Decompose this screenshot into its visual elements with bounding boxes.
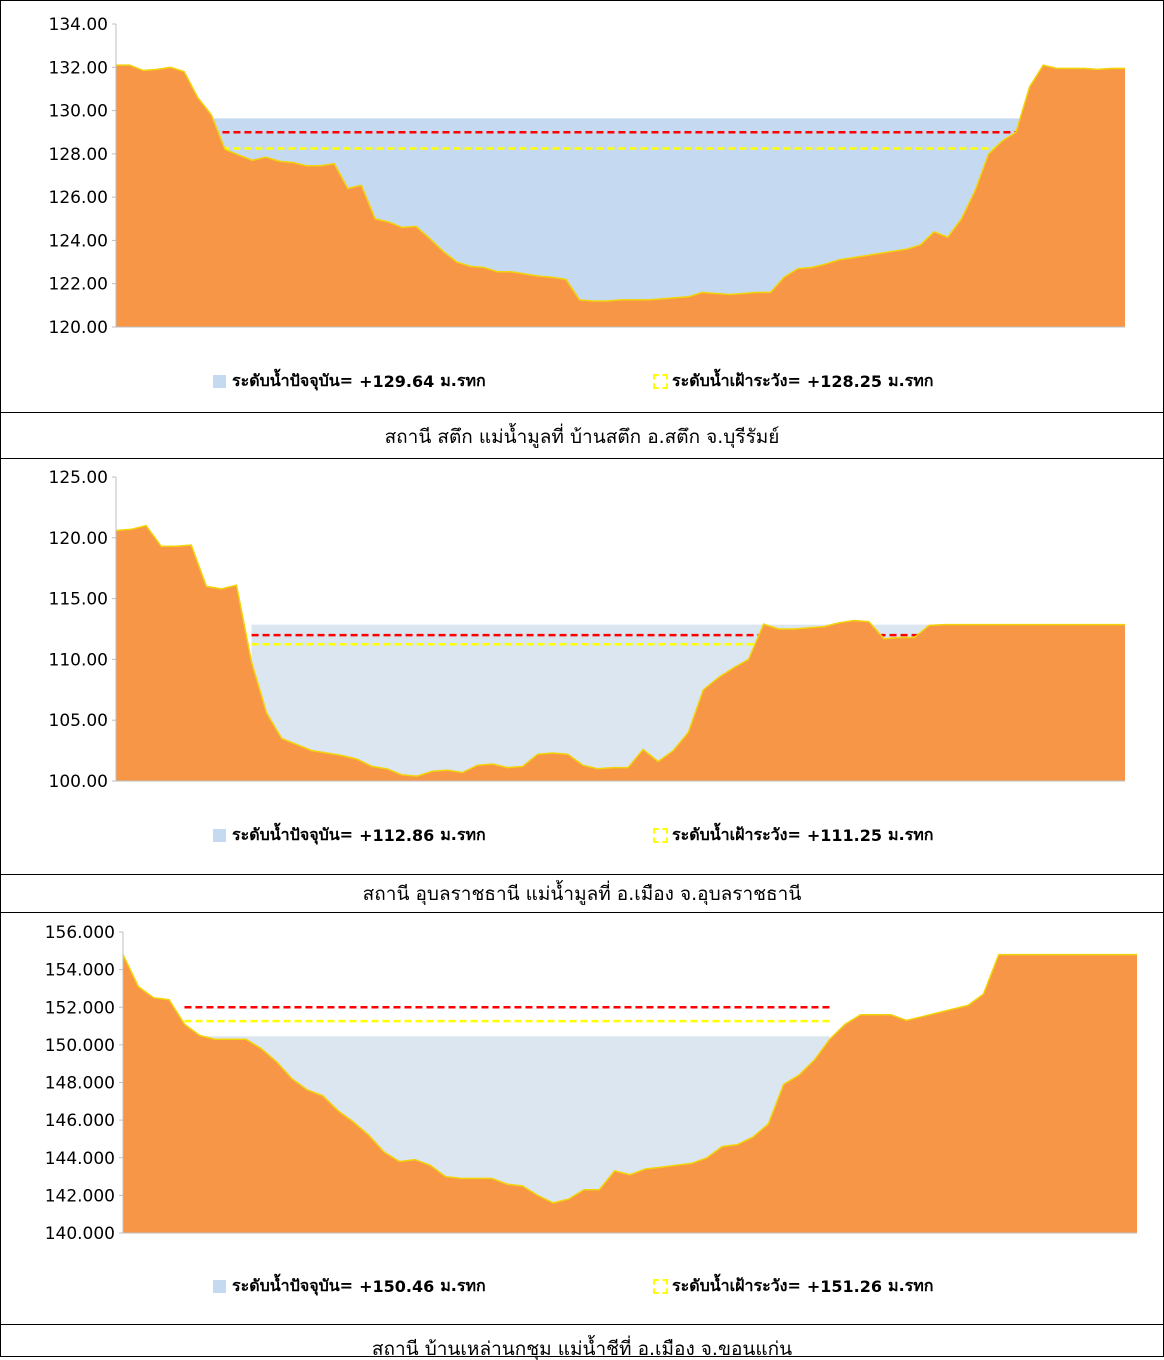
chart-area-2: 100.00 105.00 110.00 115.00 120.00 125.00 ระด… (1, 459, 1163, 875)
station-caption-3: สถานี บ้านเหล่านกชุม แม่น้ำชีที่ อ.เมือง… (371, 1338, 793, 1360)
y-tick-label: 120.00 (49, 318, 108, 338)
y-tick-label: 128.00 (49, 145, 108, 165)
y-tick-label: 125.00 (49, 468, 108, 488)
ground-profile (116, 525, 1125, 781)
legend-watch-level-3: ระดับน้ำเฝ้าระวัง= +151.26 ม.รทก (653, 1274, 933, 1299)
watch-level-label: ระดับน้ำเฝ้าระวัง= (672, 371, 801, 390)
y-tick-label: 122.00 (49, 275, 108, 295)
watch-level-value: +151.26 (806, 1277, 883, 1296)
y-tick-label: 150.000 (45, 1036, 115, 1056)
y-tick-label: 148.000 (45, 1074, 115, 1094)
cross-section-chart-3: 140.000 142.000 144.000 146.000 148.000 150.0… (45, 923, 1137, 1244)
ground-profile (123, 954, 1137, 1233)
y-tick-label: 124.00 (49, 231, 108, 251)
current-level-label: ระดับน้ำปัจจุบัน= (232, 1276, 354, 1295)
y-tick-label: 126.00 (49, 188, 108, 208)
watch-level-swatch-icon (653, 374, 668, 389)
chart-area-3: 140.000 142.000 144.000 146.000 148.000 150.0… (1, 913, 1163, 1325)
current-level-value: +150.46 (359, 1277, 435, 1296)
legend-1: ระดับน้ำปัจจุบัน= +129.64 ม.รทก ระดับน้ำ… (1, 369, 1163, 395)
y-tick-label: 140.000 (45, 1224, 115, 1244)
watch-level-swatch-icon (653, 1279, 668, 1294)
y-tick-label: 142.000 (45, 1186, 115, 1206)
current-level-unit: ม.รทก (440, 371, 486, 390)
legend-3: ระดับน้ำปัจจุบัน= +150.46 ม.รทก ระดับน้ำ… (1, 1274, 1163, 1300)
current-level-value: +112.86 (359, 826, 435, 845)
legend-current-level-3: ระดับน้ำปัจจุบัน= +150.46 ม.รทก (213, 1274, 486, 1299)
legend-watch-level-1: ระดับน้ำเฝ้าระวัง= +128.25 ม.รทก (653, 369, 933, 394)
station-panel-2: 100.00 105.00 110.00 115.00 120.00 125.00 ระด… (0, 458, 1164, 913)
cross-section-chart-1: 120.00 122.00 124.00 126.00 128.00 130.00 132.… (49, 15, 1125, 338)
current-level-unit: ม.รทก (440, 1276, 486, 1295)
station-caption-1: สถานี สตึก แม่น้ำมูลที่ บ้านสตึก อ.สตึก … (384, 426, 780, 448)
y-tick-label: 134.00 (49, 15, 108, 35)
legend-current-level-1: ระดับน้ำปัจจุบัน= +129.64 ม.รทก (213, 369, 486, 394)
watch-level-label: ระดับน้ำเฝ้าระวัง= (672, 825, 801, 844)
y-tick-label: 156.000 (45, 923, 115, 943)
watch-level-unit: ม.รทก (888, 371, 934, 390)
station-panel-1: 120.00 122.00 124.00 126.00 128.00 130.00 132.… (0, 0, 1164, 459)
ground-edge-line (115, 524, 1125, 777)
y-tick-label: 100.00 (49, 772, 108, 792)
watch-level-value: +128.25 (806, 372, 883, 391)
y-tick-label: 105.00 (49, 711, 108, 731)
y-tick-label: 132.00 (49, 58, 108, 78)
current-level-swatch-icon (213, 1280, 226, 1293)
y-tick-label: 120.00 (49, 529, 108, 549)
y-tick-label: 146.000 (45, 1111, 115, 1131)
current-level-swatch-icon (213, 375, 226, 388)
station-caption-2: สถานี อุบลราชธานี แม่น้ำมูลที่ อ.เมือง จ… (362, 883, 802, 905)
y-tick-label: 154.000 (45, 961, 115, 981)
y-tick-label: 110.00 (49, 650, 108, 670)
watch-level-unit: ม.รทก (888, 1276, 934, 1295)
current-level-swatch-icon (213, 829, 226, 842)
current-level-value: +129.64 (359, 372, 435, 391)
y-tick-label: 115.00 (49, 590, 108, 610)
current-level-unit: ม.รทก (440, 825, 486, 844)
legend-watch-level-2: ระดับน้ำเฝ้าระวัง= +111.25 ม.รทก (653, 823, 933, 848)
y-tick-label: 130.00 (49, 102, 108, 122)
chart-area-1: 120.00 122.00 124.00 126.00 128.00 130.00 132.… (1, 1, 1163, 413)
current-level-label: ระดับน้ำปัจจุบัน= (232, 825, 354, 844)
ground-profile (116, 65, 1125, 327)
y-tick-label: 144.000 (45, 1149, 115, 1169)
station-panel-3: 140.000 142.000 144.000 146.000 148.000 150.0… (0, 912, 1164, 1360)
watch-level-value: +111.25 (806, 826, 883, 845)
current-level-label: ระดับน้ำปัจจุบัน= (232, 371, 354, 390)
ground-edge-line (122, 953, 1137, 1204)
watch-level-unit: ม.รทก (888, 825, 934, 844)
legend-2: ระดับน้ำปัจจุบัน= +112.86 ม.รทก ระดับน้ำ… (1, 823, 1163, 849)
y-tick-label: 152.000 (45, 998, 115, 1018)
watch-level-label: ระดับน้ำเฝ้าระวัง= (672, 1276, 801, 1295)
cross-section-chart-2: 100.00 105.00 110.00 115.00 120.00 125.00 (49, 468, 1125, 792)
legend-current-level-2: ระดับน้ำปัจจุบัน= +112.86 ม.รทก (213, 823, 486, 848)
watch-level-swatch-icon (653, 828, 668, 843)
ground-edge-line (116, 64, 1125, 302)
